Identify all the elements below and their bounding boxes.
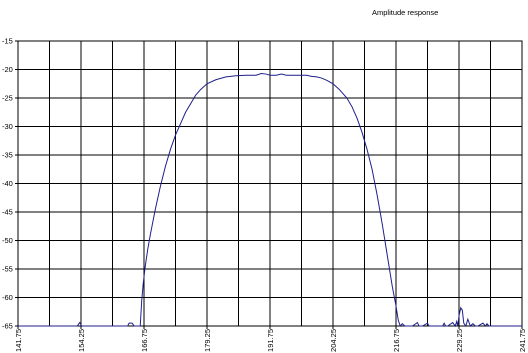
y-tick-label: -25 [2, 94, 13, 103]
x-tick-label: 141.75 [14, 329, 23, 352]
amplitude-series-line [18, 72, 522, 328]
y-tick-label: -55 [2, 265, 13, 274]
y-tick-label: -65 [2, 322, 13, 331]
gridlines [18, 40, 522, 327]
y-tick-label: -60 [2, 293, 13, 302]
x-tick-label: 241.75 [518, 329, 527, 352]
y-tick-label: -50 [2, 236, 13, 245]
x-axis-ticks: 141.75 154.25 166.75 179.25 191.75 204.25 216.… [14, 326, 527, 352]
x-tick-label: 216.75 [392, 329, 401, 352]
x-tick-label: 179.25 [203, 329, 212, 352]
x-tick-label: 166.75 [140, 329, 149, 352]
x-tick-label: 229.25 [455, 329, 464, 352]
y-tick-label: -35 [2, 151, 13, 160]
y-tick-label: -20 [2, 65, 13, 74]
y-tick-label: -15 [2, 37, 13, 46]
y-tick-label: -40 [2, 179, 13, 188]
y-tick-label: -30 [2, 122, 13, 131]
y-tick-label: -45 [2, 208, 13, 217]
x-tick-label: 191.75 [266, 329, 275, 352]
x-tick-label: 204.25 [329, 329, 338, 352]
chart-title: Amplitude response [372, 8, 438, 17]
y-axis-ticks: -15 -20 -25 -30 -35 -40 -45 -50 -55 -60 -65 [2, 37, 18, 331]
x-tick-label: 154.25 [77, 329, 86, 352]
